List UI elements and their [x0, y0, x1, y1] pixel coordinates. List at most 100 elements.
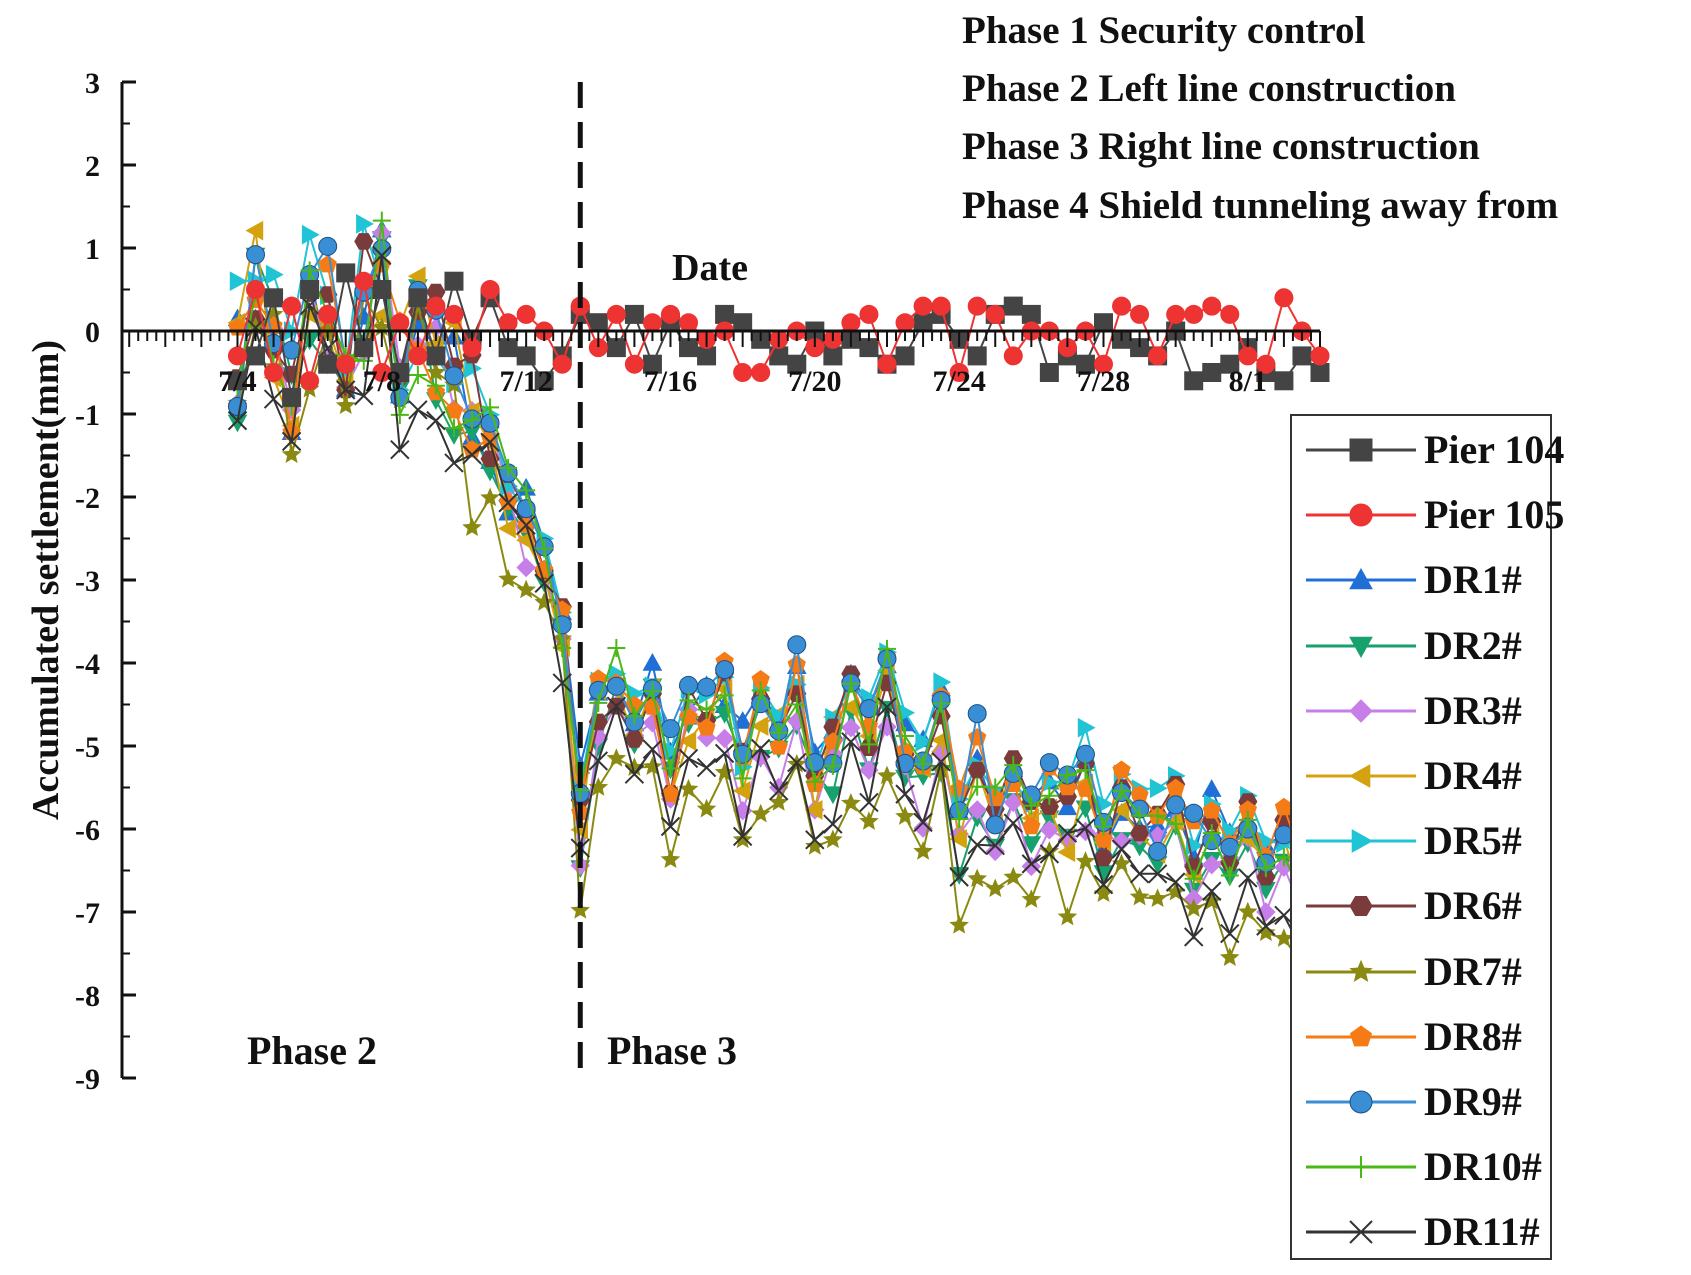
data-point [1220, 866, 1239, 885]
series-dr5 [229, 214, 1331, 868]
data-point [426, 376, 445, 395]
data-point [1093, 883, 1114, 903]
data-point [750, 738, 771, 759]
data-point [859, 811, 879, 830]
data-point [1022, 796, 1041, 815]
data-point [1058, 766, 1077, 785]
data-point [985, 815, 1005, 835]
legend-item: DR7# [1292, 940, 1554, 1005]
data-point [246, 245, 266, 265]
data-point [985, 878, 1006, 898]
data-point [1076, 761, 1095, 780]
data-point [1238, 901, 1258, 921]
data-point [1256, 354, 1276, 374]
phase-3-label: Phase 3 [607, 1028, 737, 1073]
data-point [949, 914, 969, 934]
data-point [246, 280, 266, 299]
data-point [913, 296, 933, 316]
data-point [877, 765, 897, 785]
y-tick-label: -4 [75, 648, 100, 681]
data-point [624, 304, 644, 324]
data-point [931, 296, 951, 316]
data-point [589, 693, 608, 712]
data-point [643, 682, 662, 701]
legend-item: DR9# [1292, 1070, 1554, 1135]
legend-swatch [1306, 829, 1416, 854]
y-tick-label: 3 [85, 67, 100, 100]
data-point [859, 338, 879, 358]
data-point [967, 704, 987, 724]
legend-label: DR2# [1424, 622, 1522, 668]
data-point [896, 727, 915, 746]
legend-marker [1351, 829, 1374, 854]
legend-item: DR2# [1292, 614, 1554, 679]
data-point [1077, 717, 1096, 738]
data-point [390, 439, 410, 460]
legend-item: DR11# [1292, 1200, 1554, 1265]
data-point [444, 304, 464, 324]
data-point [661, 784, 680, 802]
legend-marker [1349, 503, 1373, 527]
y-tick-label: 1 [85, 233, 100, 266]
data-point [1093, 354, 1113, 374]
phase-4-note: Phase 4 Shield tunneling away from [962, 184, 1559, 227]
data-point [1201, 779, 1222, 797]
x-tick-label: 7/4 [218, 365, 256, 398]
data-point [733, 363, 753, 382]
data-point [950, 810, 969, 829]
legend-swatch [1306, 699, 1416, 723]
data-point [246, 346, 266, 366]
legend-item: DR8# [1292, 1005, 1554, 1070]
data-point [715, 304, 735, 324]
data-point [1057, 842, 1076, 863]
data-point [1039, 798, 1059, 815]
data-point [732, 826, 753, 847]
legend-swatch [1306, 1025, 1416, 1047]
x-tick-label: 7/28 [1077, 365, 1130, 398]
data-point [498, 568, 518, 588]
legend-marker [1349, 568, 1373, 590]
data-point [354, 233, 374, 250]
data-point [1292, 346, 1312, 366]
data-point [915, 732, 934, 752]
data-point [967, 868, 988, 888]
data-point [227, 410, 248, 431]
data-point [1220, 354, 1240, 374]
data-point [1238, 346, 1258, 366]
data-point [949, 829, 967, 849]
data-point [1148, 841, 1168, 861]
data-point [1166, 795, 1186, 815]
data-point [933, 672, 952, 692]
data-point [1202, 824, 1221, 843]
data-point [264, 288, 284, 308]
legend-marker [1350, 1156, 1372, 1179]
legend-label: DR9# [1424, 1079, 1522, 1124]
data-point [697, 718, 716, 736]
y-tick-label: -3 [75, 565, 100, 598]
legend-label: DR11# [1424, 1209, 1540, 1255]
legend-label: DR6# [1424, 883, 1522, 929]
axes-layer: 3 2 1 0 -1 -2 -3 -4 -5 -6 -7 -8 -9 Accumulated settle… [25, 67, 1321, 1096]
data-point [407, 266, 426, 287]
data-point [354, 386, 374, 406]
data-point [768, 792, 789, 811]
data-point [516, 557, 536, 578]
data-point [516, 304, 536, 324]
data-point [227, 397, 247, 417]
data-point [841, 717, 861, 738]
data-point [968, 777, 987, 796]
data-point [696, 757, 717, 778]
data-point [336, 263, 356, 283]
data-point [335, 395, 356, 415]
data-point [877, 354, 897, 374]
data-point [426, 346, 446, 366]
data-point [300, 371, 320, 391]
data-point [606, 696, 627, 716]
data-point [1130, 824, 1150, 842]
legend-swatch [1306, 1156, 1416, 1179]
data-point [300, 261, 319, 280]
data-point [300, 280, 320, 299]
data-point [1256, 922, 1276, 942]
data-point [1130, 304, 1150, 324]
legend-marker [1349, 896, 1373, 917]
